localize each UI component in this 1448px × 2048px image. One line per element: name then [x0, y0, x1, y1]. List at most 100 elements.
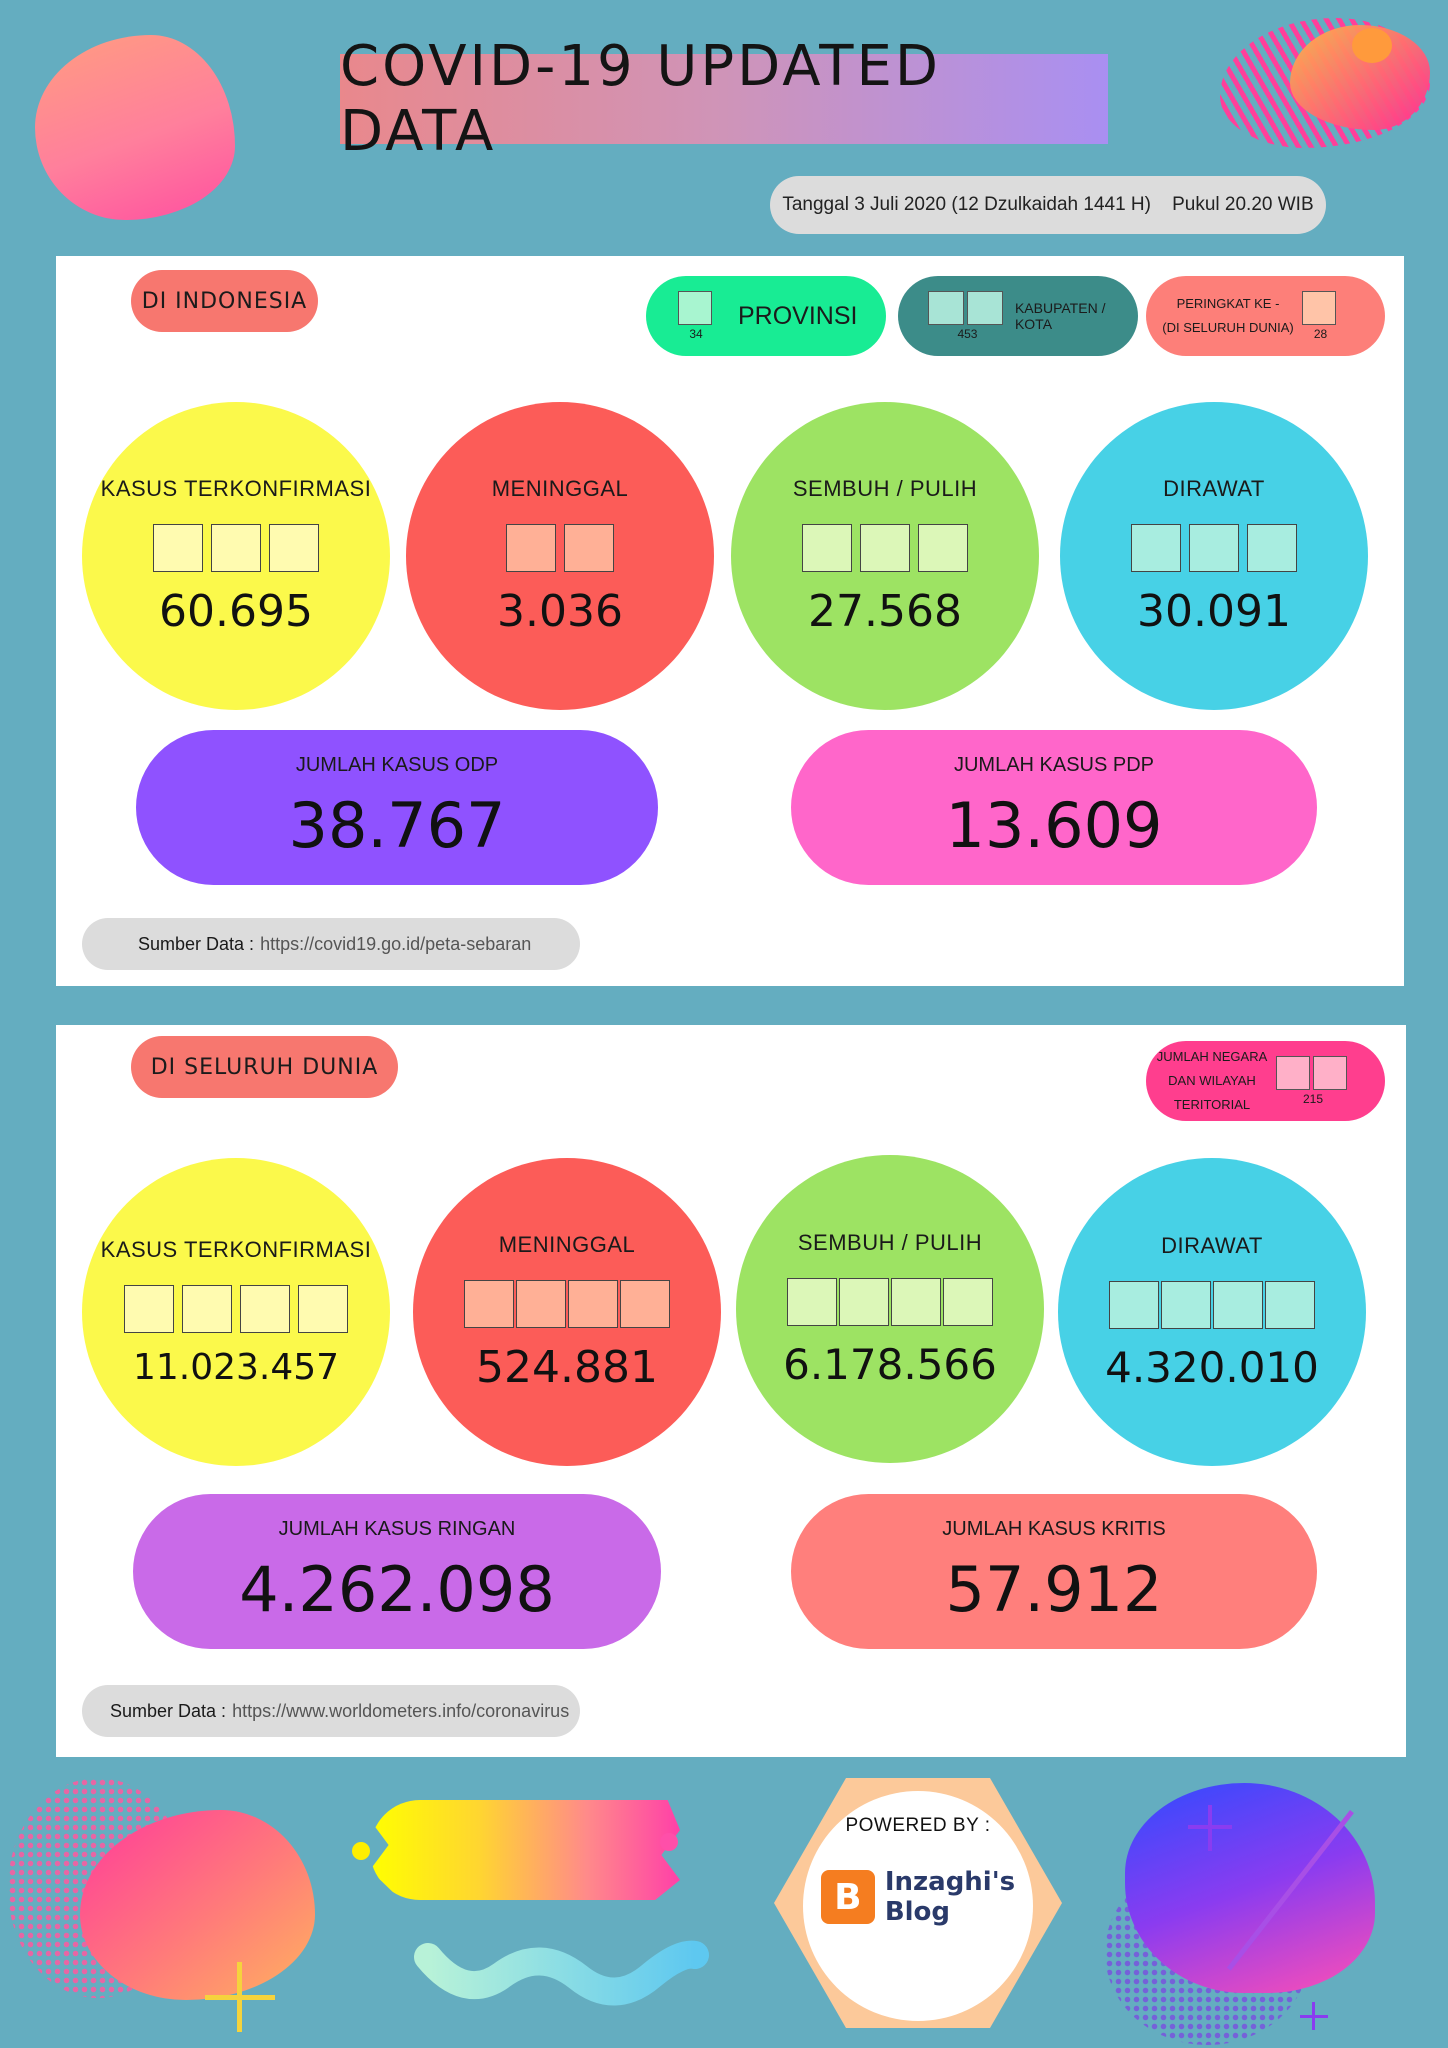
stat-value: 4.320.010 [1105, 1342, 1319, 1392]
negara-badge: JUMLAH NEGARA DAN WILAYAH TERITORIAL 215 [1146, 1041, 1385, 1121]
stat-circle-deaths: MENINGGAL 524.881 [413, 1158, 721, 1466]
peringkat-label-line1: PERINGKAT KE - [1176, 296, 1280, 311]
tally-mark-icon [1247, 523, 1297, 572]
tally-mark-icon [464, 1279, 514, 1328]
blog-logo: B Inzaghi's Blog [820, 1867, 1015, 1927]
stat-label: KASUS TERKONFIRMASI [100, 1236, 372, 1262]
odp-value: 38.767 [288, 788, 506, 862]
date-text: Tanggal 3 Juli 2020 (12 Dzulkaidah 1441 … [782, 194, 1314, 215]
decorative-dot [660, 1833, 678, 1851]
zero-circle-icon [1161, 1280, 1211, 1329]
tally-mark-icon [802, 523, 852, 572]
tally-icons [153, 523, 319, 572]
peringkat-label-line2: (DI SELURUH DUNIA) [1162, 320, 1294, 335]
kabupaten-badge: 453 KABUPATEN / KOTA [898, 276, 1138, 356]
tally-mark-icon [1302, 291, 1336, 325]
provinsi-label: PROVINSI [738, 301, 858, 330]
tally-icons [802, 523, 968, 572]
powered-by-logo[interactable]: POWERED BY : B Inzaghi's Blog [803, 1791, 1033, 2021]
source-label: Sumber Data : [138, 933, 255, 954]
stat-label: KASUS TERKONFIRMASI [100, 475, 372, 501]
tally-mark-icon [506, 523, 556, 572]
tally-mark-icon [967, 291, 1004, 325]
tally-icons [124, 1284, 348, 1333]
stat-circle-treated: DIRAWAT 4.320.010 [1058, 1158, 1366, 1466]
source-link[interactable]: https://covid19.go.id/peta-sebaran [260, 933, 532, 954]
stat-circle-deaths: MENINGGAL 3.036 [406, 402, 714, 710]
plus-icon [205, 1995, 275, 2000]
stat-label: SEMBUH / PULIH [797, 1229, 983, 1255]
stat-circle-confirmed: KASUS TERKONFIRMASI 11.023.457 [82, 1158, 390, 1466]
decorative-dot [352, 1842, 370, 1860]
decorative-blob-bottom-right [1125, 1783, 1375, 1993]
stat-label: DIRAWAT [1163, 475, 1265, 501]
section-label-text: DI INDONESIA [141, 288, 308, 314]
ringan-card: JUMLAH KASUS RINGAN 4.262.098 [133, 1494, 661, 1649]
provinsi-badge: 34 PROVINSI [646, 276, 886, 356]
decorative-wave [414, 1940, 709, 2006]
tally-mark-icon [298, 1284, 348, 1333]
stat-value: 30.091 [1137, 585, 1291, 637]
stat-circle-confirmed: KASUS TERKONFIRMASI 60.695 [82, 402, 390, 710]
zero-circle-icon [1213, 1280, 1263, 1329]
ringan-label: JUMLAH KASUS RINGAN [278, 1517, 516, 1540]
peringkat-count: 28 [1313, 327, 1328, 341]
tally-icons [1131, 523, 1297, 572]
tally-mark-icon [620, 1279, 670, 1328]
pdp-label: JUMLAH KASUS PDP [953, 753, 1155, 776]
section-label-world: DI SELURUH DUNIA [131, 1036, 398, 1098]
section-label-indonesia: DI INDONESIA [131, 270, 318, 332]
negara-count: 215 [1302, 1092, 1324, 1106]
tally-mark-icon [839, 1277, 889, 1326]
stat-value: 27.568 [808, 585, 962, 637]
odp-label: JUMLAH KASUS ODP [295, 753, 499, 776]
tally-icons [787, 1277, 993, 1326]
tally-mark-icon [182, 1284, 232, 1333]
ringan-value: 4.262.098 [239, 1552, 555, 1626]
kabupaten-label: KABUPATEN / KOTA [1014, 300, 1106, 332]
stat-label: MENINGGAL [491, 475, 629, 501]
negara-label-line3: TERITORIAL [1173, 1097, 1251, 1112]
tally-mark-icon [269, 523, 319, 572]
tally-mark-icon [918, 523, 968, 572]
decorative-gradient-stroke [370, 1800, 680, 1900]
page-title-banner: COVID-19 UPDATED DATA [340, 34, 1108, 164]
decorative-blob-bottom-left [80, 1810, 315, 2000]
tally-icons [506, 523, 614, 572]
source-world: Sumber Data : https://www.worldometers.i… [82, 1685, 580, 1737]
tally-mark-icon [568, 1279, 618, 1328]
tally-mark-icon [928, 291, 965, 325]
blogger-icon: B [820, 1870, 875, 1924]
kritis-label: JUMLAH KASUS KRITIS [942, 1517, 1166, 1540]
stat-label: MENINGGAL [498, 1231, 636, 1257]
stat-value: 6.178.566 [783, 1339, 997, 1389]
tally-mark-icon [1313, 1056, 1347, 1090]
tally-icons [1109, 1280, 1315, 1329]
tally-icons [464, 1279, 670, 1328]
tally-mark-icon [1131, 523, 1181, 572]
negara-label-line2: DAN WILAYAH [1168, 1073, 1256, 1088]
kritis-value: 57.912 [945, 1552, 1163, 1626]
plus-icon [1188, 1825, 1232, 1829]
section-label-text: DI SELURUH DUNIA [150, 1054, 379, 1080]
decorative-dot [1352, 28, 1392, 63]
tally-mark-icon [787, 1277, 837, 1326]
page-title: COVID-19 UPDATED DATA [340, 34, 941, 164]
kritis-card: JUMLAH KASUS KRITIS 57.912 [791, 1494, 1317, 1649]
stat-value: 3.036 [497, 585, 623, 637]
source-link[interactable]: https://www.worldometers.info/coronaviru… [232, 1700, 570, 1721]
source-label: Sumber Data : [110, 1700, 227, 1721]
tally-mark-icon [891, 1277, 941, 1326]
stat-value: 524.881 [476, 1341, 658, 1393]
pdp-card: JUMLAH KASUS PDP 13.609 [791, 730, 1317, 885]
stat-value: 60.695 [159, 585, 313, 637]
negara-label-line1: JUMLAH NEGARA [1156, 1049, 1268, 1064]
powered-by-label: POWERED BY : [845, 1815, 991, 1836]
provinsi-count: 34 [689, 327, 703, 341]
logo-line2: Blog [884, 1897, 951, 1927]
stat-label: DIRAWAT [1161, 1232, 1263, 1258]
tally-mark-icon [860, 523, 910, 572]
stat-circle-recovered: SEMBUH / PULIH 6.178.566 [736, 1155, 1044, 1463]
tally-mark-icon [240, 1284, 290, 1333]
pdp-value: 13.609 [945, 788, 1163, 862]
